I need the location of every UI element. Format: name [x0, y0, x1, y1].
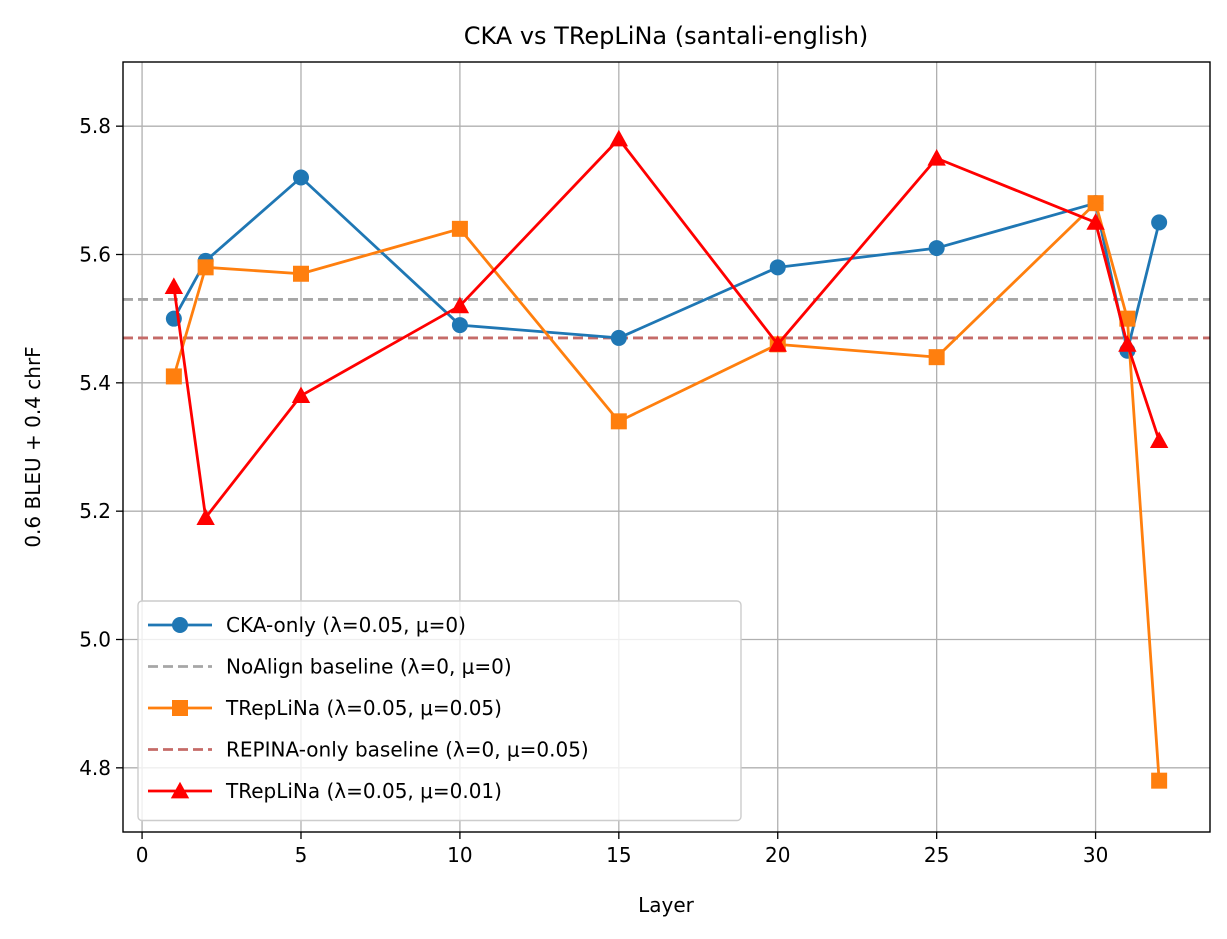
series-1-point: [292, 169, 309, 186]
series-5-line: [172, 137, 1161, 519]
series-5-point: [1118, 335, 1137, 352]
chart-title: CKA vs TRepLiNa (santali-english): [464, 22, 869, 50]
x-tick-label: 0: [136, 843, 149, 867]
series-1-point: [769, 259, 786, 276]
y-tick-label: 5.0: [79, 628, 111, 652]
series-5-point: [927, 149, 946, 166]
y-tick-label: 5.8: [79, 114, 111, 138]
y-tick-label: 5.6: [79, 243, 111, 267]
series-5-point: [768, 335, 787, 352]
series-3-point: [292, 265, 309, 282]
legend-marker-5: [170, 781, 190, 799]
x-tick-label: 15: [606, 843, 631, 867]
series-5-point: [450, 296, 470, 314]
y-axis-label: 0.6 BLEU + 0.4 chrF: [21, 346, 45, 547]
y-axis-ticks: 4.8 5.0 5.2 5.4 5.6 5.8: [79, 114, 123, 780]
series-3-point: [928, 349, 945, 366]
legend-marker-1: [172, 617, 188, 633]
x-tick-label: 5: [295, 843, 308, 867]
legend-box: [137, 600, 742, 822]
y-tick-label: 5.4: [79, 371, 111, 395]
series-3-point: [197, 259, 214, 276]
legend-label-1: CKA-only (λ=0.05, μ=0): [226, 613, 466, 637]
x-axis-label: Layer: [638, 893, 695, 917]
legend-label-3: TRepLiNa (λ=0.05, μ=0.05): [225, 696, 502, 720]
series-1-point: [451, 317, 468, 334]
series-5-point: [1086, 213, 1105, 230]
x-axis-ticks: 0 5 10 15 20 25 30: [136, 832, 1108, 867]
x-tick-label: 25: [924, 843, 949, 867]
series-3-point: [1119, 310, 1136, 327]
plot-frame: [122, 61, 1211, 833]
series-3-point: [610, 413, 627, 430]
series-layer: [164, 129, 1169, 789]
series-5-point: [291, 386, 311, 404]
legend-label-5: TRepLiNa (λ=0.05, μ=0.01): [225, 779, 502, 803]
series-5-point: [196, 508, 215, 525]
series-1-point: [928, 240, 945, 257]
series-3-point: [1151, 772, 1168, 789]
legend-marker-3: [172, 700, 188, 716]
x-tick-label: 20: [765, 843, 790, 867]
legend-label-2: NoAlign baseline (λ=0, μ=0): [226, 655, 512, 679]
series-3-point: [165, 368, 182, 385]
x-tick-label: 30: [1083, 843, 1108, 867]
legend: CKA-only (λ=0.05, μ=0) NoAlign baseline (…: [137, 600, 742, 822]
series-1-point: [610, 329, 627, 346]
baseline-lines: [123, 298, 1210, 340]
series-5-point: [1149, 431, 1169, 448]
x-tick-label: 10: [447, 843, 472, 867]
series-1-point: [1151, 214, 1168, 231]
y-tick-label: 5.2: [79, 499, 111, 523]
series-3-point: [451, 220, 468, 237]
legend-label-4: REPINA-only baseline (λ=0, μ=0.05): [226, 738, 589, 762]
series-5-point: [609, 129, 629, 147]
series-1-line: [172, 176, 1161, 353]
series-5-point: [164, 277, 184, 294]
series-3-line: [172, 201, 1161, 781]
series-3-point: [1087, 195, 1104, 212]
y-tick-label: 4.8: [79, 756, 111, 780]
